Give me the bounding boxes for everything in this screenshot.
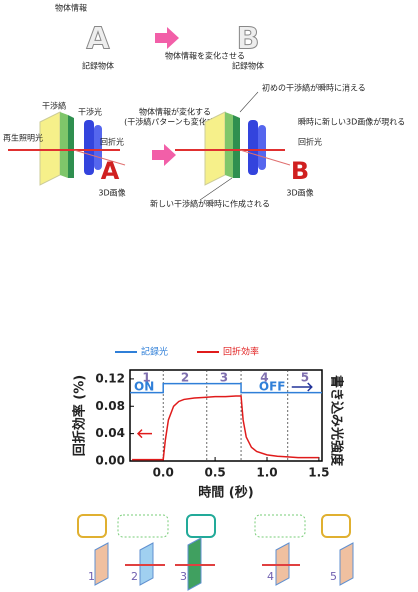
y-tick-label: 0.00: [95, 454, 125, 468]
label: 新しい干渉縞が瞬時に作成される: [150, 199, 270, 209]
top-diagram: 物体情報 A 記録物体 物体情報を変化させる B 記録物体 干渉縞 干渉光 再生…: [3, 3, 405, 209]
annotation: ON: [134, 380, 154, 394]
beam: [258, 125, 266, 170]
plate: [233, 115, 240, 178]
label: 回折光: [298, 137, 322, 147]
x-tick-label: 0.5: [204, 466, 225, 480]
label: 瞬時に新しい3D画像が現れる: [298, 117, 405, 127]
beam: [94, 125, 102, 170]
icon: [321, 514, 351, 538]
step-number: 2: [131, 570, 138, 583]
icon: [254, 514, 306, 538]
icon: [186, 514, 216, 538]
y-tick-label: 0.12: [95, 371, 125, 385]
label: 再生照明光: [3, 133, 43, 143]
plate: [39, 111, 61, 186]
legend-label: 記録光: [141, 346, 168, 358]
plate: [94, 542, 109, 586]
label: 物体情報が変化する: [139, 107, 211, 117]
plate: [339, 542, 354, 586]
label: 記録物体: [82, 61, 114, 71]
data-line: [130, 382, 322, 394]
x-tick-label: 1.0: [256, 466, 277, 480]
data-line: [132, 395, 319, 461]
phase-label: 2: [181, 371, 189, 385]
y-tick-label: 0.08: [95, 399, 125, 413]
light: [239, 149, 291, 166]
letter: B: [291, 157, 309, 185]
arrow: [155, 27, 179, 49]
icon: [117, 514, 169, 538]
step-number: 4: [267, 570, 274, 583]
y-axis-label: 回折効率 (%): [72, 375, 88, 456]
y-tick-label: 0.04: [95, 426, 125, 440]
phase-label: 5: [301, 371, 309, 385]
beam: [84, 120, 94, 175]
phase-label: 3: [220, 371, 228, 385]
label: 初めの干渉縞が瞬時に消える: [262, 83, 366, 93]
label: 記録物体: [232, 61, 264, 71]
arrow: [152, 144, 176, 166]
plate: [68, 115, 74, 178]
plate: [225, 112, 233, 178]
annotation: OFF: [259, 380, 286, 394]
light: [73, 149, 126, 166]
phase-label: 1: [142, 371, 150, 385]
x-axis-label: 時間 (秒): [198, 485, 253, 501]
label: 物体情報: [55, 3, 87, 13]
letter: A: [86, 22, 110, 57]
icon: [77, 514, 107, 538]
beam: [248, 120, 258, 175]
plot-frame: [129, 369, 323, 462]
y2-axis-label: 書き込み光強度: [329, 375, 345, 467]
label: 干渉光: [78, 107, 102, 117]
x-tick-label: 1.5: [308, 466, 329, 480]
step-number: 3: [180, 570, 187, 583]
pointer: [199, 177, 233, 201]
label: 回折光: [100, 137, 124, 147]
legend-label: 回折効率: [223, 346, 259, 358]
bottom-schematic: 1 2 3 4 5: [77, 514, 354, 591]
chart: 1 2 3 4 5 0.00 0.04 0.08 0.12 0.0 0.5 1.0 1.5 時間 (秒) 回…: [72, 346, 345, 501]
step-number: 5: [330, 570, 337, 583]
label: 3D画像: [286, 188, 313, 198]
x-tick-label: 0.0: [153, 466, 174, 480]
arrow: [291, 382, 313, 392]
step-number: 1: [88, 570, 95, 583]
pointer: [239, 91, 259, 113]
plate: [60, 112, 68, 178]
label: 3D画像: [98, 188, 125, 198]
plate: [204, 111, 226, 186]
arrow: [136, 429, 152, 439]
label: (干渉縞パターンも変化する): [124, 117, 226, 127]
letter: A: [101, 157, 120, 185]
label: 干渉縞: [42, 101, 66, 111]
label: 物体情報を変化させる: [165, 51, 245, 61]
phase-label: 4: [260, 371, 268, 385]
letter: B: [237, 22, 260, 57]
